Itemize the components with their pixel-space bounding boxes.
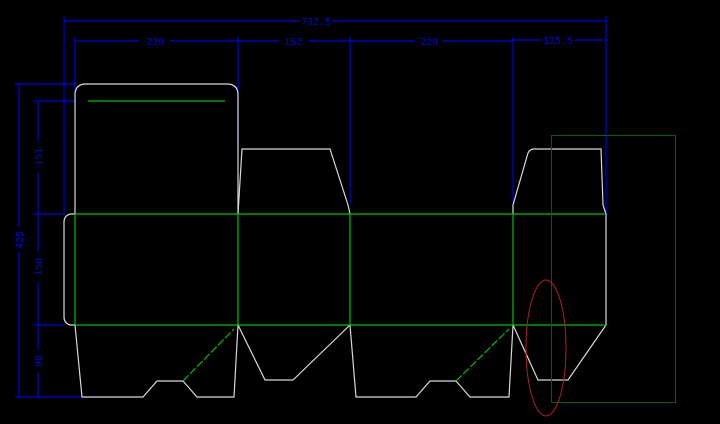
dim-panel-1: 220 (146, 37, 164, 48)
dust-flap-top-1[interactable] (237, 148, 351, 215)
dim-overall-width: 732.5 (301, 17, 331, 28)
cut-lines[interactable] (63, 83, 607, 398)
glue-flap[interactable] (63, 213, 75, 326)
selection-rectangle[interactable] (551, 135, 676, 403)
dim-top-flap: 151 (34, 148, 45, 166)
dim-bottom-flap: 98 (34, 355, 45, 367)
bottom-flap-2[interactable] (237, 324, 351, 381)
highlight-ellipse (525, 279, 567, 417)
dim-body: 150 (34, 258, 45, 276)
dust-flap-top-2[interactable] (512, 148, 607, 325)
fold-diagonal[interactable] (182, 328, 235, 382)
dim-overall-height: 425 (15, 231, 26, 249)
fold-diagonal[interactable] (455, 328, 510, 382)
dim-panel-3: 220 (420, 37, 438, 48)
dim-panel-2: 152 (284, 37, 302, 48)
top-tuck-flap[interactable] (74, 83, 239, 214)
bottom-flap-1[interactable] (74, 324, 239, 398)
bottom-flap-3[interactable] (349, 324, 514, 398)
dim-panel-4: 125.5 (543, 36, 573, 47)
dimensions: 732.5 220 152 220 125.5 425 151 150 98 (15, 16, 607, 398)
fold-lines[interactable] (74, 100, 606, 382)
bottom-flap-4[interactable] (512, 324, 607, 381)
